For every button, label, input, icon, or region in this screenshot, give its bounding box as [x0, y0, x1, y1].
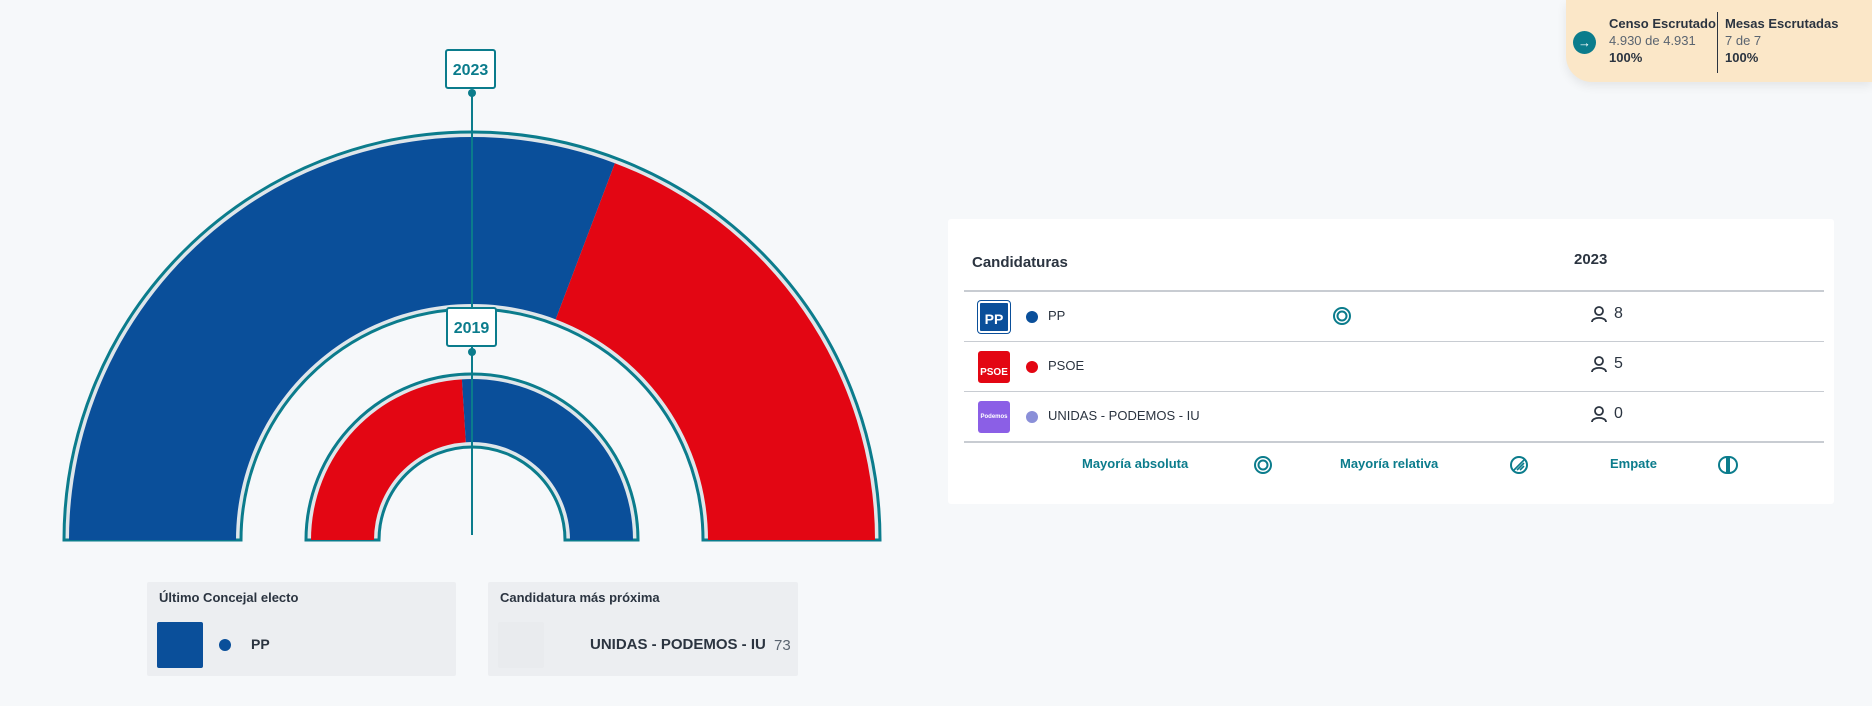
tables-title: Mesas Escrutadas: [1725, 16, 1839, 31]
tables-detail: 7 de 7: [1725, 33, 1762, 48]
arrow-right-icon[interactable]: →: [1573, 31, 1596, 54]
seat-sector-psoe: [311, 379, 466, 540]
closest-candidacy-votes: 73: [774, 637, 791, 654]
last-elected-title: Último Concejal electo: [159, 590, 299, 605]
closest-candidacy-card: Candidatura más próxima UNIDAS - PODEMOS…: [488, 582, 798, 676]
results-table: Candidaturas 2023 PP PP 8 PSOE PSOE 5: [948, 219, 1834, 504]
scrutiny-status-panel: [1566, 0, 1872, 82]
year-label-2023: 2023: [445, 49, 496, 89]
table-row[interactable]: PSOE PSOE 5: [964, 342, 1824, 392]
census-percent: 100%: [1609, 50, 1643, 65]
absolute-majority-icon: [1254, 456, 1272, 474]
row-divider: [964, 341, 1824, 342]
column-header-year: 2023: [1574, 251, 1608, 268]
tables-stat: Mesas Escrutadas 7 de 7 100%: [1725, 15, 1838, 66]
census-detail: 4.930 de 4.931: [1609, 33, 1696, 48]
status-divider: [1717, 12, 1718, 73]
legend-relative-majority: Mayoría relativa: [1340, 456, 1439, 471]
seat-value: 5: [1614, 355, 1623, 373]
podemos-logo-icon: Podemos: [978, 401, 1010, 433]
seat-count: 5: [1590, 355, 1623, 373]
seat-value: 0: [1614, 405, 1623, 423]
hemicycle-chart: [62, 89, 882, 542]
user-icon: [1591, 356, 1607, 373]
last-elected-party: PP: [251, 636, 270, 652]
column-header-candidates: Candidaturas: [972, 254, 1068, 271]
seat-count: 8: [1590, 305, 1623, 323]
legend-tie: Empate: [1610, 456, 1657, 471]
year-marker-dot-2023: [468, 89, 476, 97]
closest-candidacy-title: Candidatura más próxima: [500, 590, 660, 605]
closest-candidacy-party: UNIDAS - PODEMOS - IU: [590, 636, 766, 653]
year-label-2019: 2019: [446, 307, 497, 347]
party-color-dot: [1026, 361, 1038, 373]
party-color-dot: [1026, 311, 1038, 323]
absolute-majority-icon: [1333, 307, 1351, 325]
year-marker-dot-2019: [468, 348, 476, 356]
outer-hemicycle-2023: [62, 130, 882, 542]
user-icon: [1591, 406, 1607, 423]
party-name: PSOE: [1048, 358, 1085, 373]
seat-sector-psoe: [555, 163, 875, 540]
psoe-logo-icon: PSOE: [978, 351, 1010, 383]
tie-icon: [1718, 455, 1738, 475]
census-title: Censo Escrutado: [1609, 16, 1716, 31]
inner-hemicycle-2019: [304, 372, 640, 542]
table-divider: [964, 290, 1824, 292]
table-row[interactable]: PP PP 8: [964, 292, 1824, 342]
party-name: PP: [1048, 308, 1066, 323]
party-color-dot: [219, 639, 231, 651]
census-stat: Censo Escrutado 4.930 de 4.931 100%: [1609, 15, 1716, 66]
last-elected-card: Último Concejal electo PP: [147, 582, 456, 676]
legend-absolute-majority: Mayoría absoluta: [1082, 456, 1189, 471]
tables-percent: 100%: [1725, 50, 1759, 65]
row-divider: [964, 391, 1824, 392]
seat-value: 8: [1614, 305, 1623, 323]
table-divider: [964, 441, 1824, 443]
party-name: UNIDAS - PODEMOS - IU: [1048, 408, 1200, 423]
seat-count: 0: [1590, 405, 1623, 423]
party-logo-pp: [157, 622, 203, 668]
seat-sector-pp: [461, 379, 633, 540]
party-color-dot: [1026, 411, 1038, 423]
table-row[interactable]: Podemos UNIDAS - PODEMOS - IU 0: [964, 392, 1824, 442]
relative-majority-icon: [1510, 456, 1528, 474]
seat-sector-pp: [69, 137, 615, 540]
party-logo-placeholder: [498, 622, 544, 668]
user-icon: [1591, 306, 1607, 323]
pp-logo-icon: PP: [978, 301, 1010, 333]
